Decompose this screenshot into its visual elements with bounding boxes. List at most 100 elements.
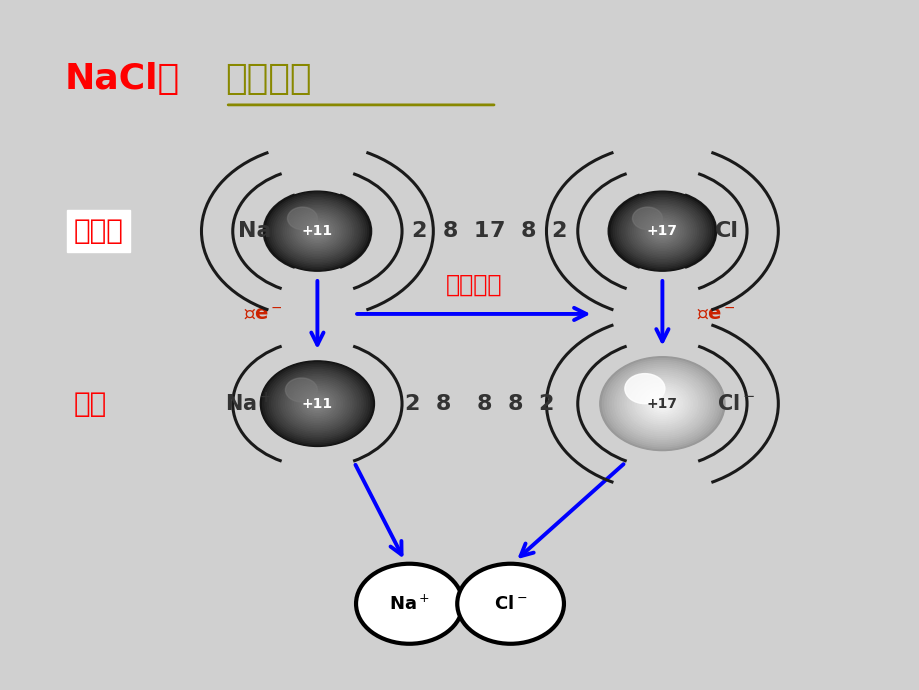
Circle shape: [296, 215, 338, 247]
Circle shape: [632, 209, 691, 253]
Circle shape: [285, 207, 349, 255]
Circle shape: [276, 373, 358, 435]
Circle shape: [285, 380, 349, 428]
Circle shape: [644, 391, 679, 417]
Circle shape: [630, 380, 694, 428]
Circle shape: [272, 197, 362, 265]
Circle shape: [300, 218, 335, 244]
Text: Cl$^-$: Cl$^-$: [716, 394, 754, 413]
Circle shape: [634, 383, 689, 424]
Circle shape: [277, 201, 357, 262]
Circle shape: [617, 370, 707, 437]
Circle shape: [634, 210, 689, 252]
Text: 失e$^-$: 失e$^-$: [244, 304, 282, 324]
Circle shape: [275, 199, 359, 263]
Circle shape: [281, 204, 353, 258]
Circle shape: [621, 201, 702, 262]
Text: 2  8: 2 8: [404, 394, 450, 413]
Circle shape: [278, 202, 356, 260]
Circle shape: [312, 400, 322, 407]
Circle shape: [619, 372, 704, 435]
Circle shape: [288, 209, 346, 253]
Text: NaCl的: NaCl的: [64, 62, 179, 97]
Circle shape: [626, 204, 698, 258]
Circle shape: [652, 396, 672, 411]
Circle shape: [604, 360, 720, 447]
Circle shape: [660, 230, 664, 233]
Circle shape: [607, 362, 717, 445]
Circle shape: [302, 220, 332, 242]
Circle shape: [308, 397, 326, 411]
Text: Cl: Cl: [714, 221, 738, 241]
Circle shape: [621, 373, 702, 434]
Circle shape: [644, 218, 679, 244]
Circle shape: [641, 388, 682, 419]
Circle shape: [642, 217, 681, 246]
Circle shape: [262, 362, 372, 445]
Text: 不稳定: 不稳定: [74, 217, 123, 245]
Circle shape: [638, 213, 686, 249]
Circle shape: [599, 357, 724, 451]
Circle shape: [271, 369, 363, 438]
Circle shape: [659, 402, 664, 406]
Circle shape: [630, 207, 694, 255]
Circle shape: [614, 368, 709, 440]
Circle shape: [266, 193, 369, 270]
Circle shape: [649, 394, 675, 413]
Circle shape: [291, 212, 343, 250]
Circle shape: [657, 400, 666, 407]
Circle shape: [636, 212, 687, 250]
Circle shape: [624, 375, 699, 432]
Text: Na$^+$: Na$^+$: [224, 392, 272, 415]
Circle shape: [269, 368, 365, 440]
Text: 电子转移: 电子转移: [445, 273, 502, 297]
Text: 稳定: 稳定: [74, 390, 107, 417]
Circle shape: [612, 366, 711, 441]
Circle shape: [309, 225, 325, 237]
Circle shape: [637, 385, 686, 422]
Circle shape: [315, 230, 319, 233]
Circle shape: [268, 195, 366, 268]
Text: 得e$^-$: 得e$^-$: [697, 304, 735, 324]
Circle shape: [609, 364, 714, 443]
Circle shape: [654, 398, 669, 409]
Circle shape: [280, 376, 354, 431]
Circle shape: [624, 373, 664, 404]
Circle shape: [265, 364, 369, 443]
Circle shape: [289, 210, 345, 252]
Circle shape: [653, 225, 670, 237]
Circle shape: [649, 221, 675, 241]
Circle shape: [303, 393, 331, 414]
Circle shape: [264, 191, 370, 271]
Circle shape: [301, 392, 333, 415]
Circle shape: [292, 385, 342, 422]
Text: Na: Na: [238, 221, 271, 241]
Circle shape: [306, 395, 328, 412]
Circle shape: [315, 402, 319, 405]
Circle shape: [283, 378, 351, 429]
Circle shape: [617, 197, 707, 265]
Circle shape: [651, 223, 673, 239]
Circle shape: [298, 217, 336, 246]
Circle shape: [288, 382, 346, 426]
Text: +11: +11: [301, 224, 333, 238]
Circle shape: [293, 213, 341, 249]
Text: +17: +17: [646, 397, 677, 411]
Circle shape: [278, 375, 356, 433]
Text: 2  8  1: 2 8 1: [412, 221, 489, 241]
Circle shape: [267, 366, 368, 442]
Circle shape: [274, 371, 360, 436]
Circle shape: [356, 564, 462, 644]
Circle shape: [640, 387, 684, 420]
Text: 8  8  2: 8 8 2: [476, 394, 553, 413]
Circle shape: [647, 393, 676, 415]
Circle shape: [641, 215, 683, 247]
Circle shape: [457, 564, 563, 644]
Circle shape: [312, 228, 322, 235]
Text: +17: +17: [646, 224, 677, 238]
Circle shape: [632, 207, 662, 230]
Circle shape: [260, 361, 374, 446]
Circle shape: [306, 223, 328, 239]
Circle shape: [294, 386, 340, 421]
Circle shape: [615, 196, 709, 266]
